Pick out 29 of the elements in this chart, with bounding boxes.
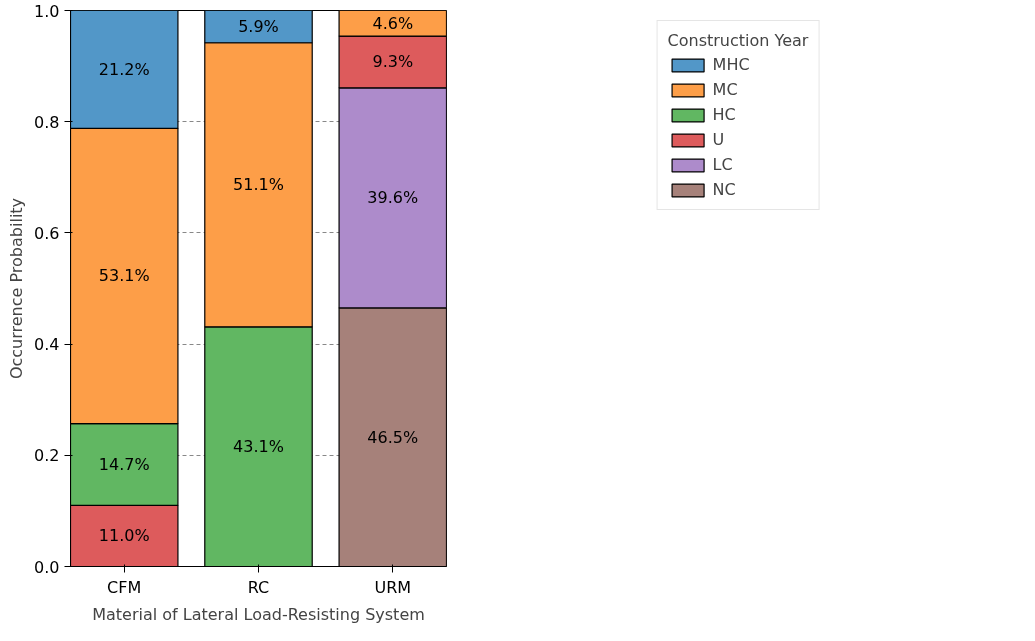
x-axis-title: Material of Lateral Load-Resisting System bbox=[92, 604, 425, 624]
data-label: 9.3% bbox=[372, 52, 414, 72]
legend-label: HC bbox=[712, 105, 736, 124]
data-label: 14.7% bbox=[98, 454, 150, 474]
data-label: 4.6% bbox=[372, 13, 414, 33]
x-tick-label: RC bbox=[247, 577, 270, 597]
legend-label: MC bbox=[712, 80, 738, 99]
y-tick-label: 0.6 bbox=[34, 223, 60, 243]
data-label: 46.5% bbox=[367, 427, 419, 447]
y-tick-label: 0.4 bbox=[34, 335, 60, 355]
legend-label: U bbox=[712, 130, 726, 149]
legend-label: LC bbox=[712, 155, 733, 174]
data-label: 51.1% bbox=[233, 175, 284, 195]
data-label: 39.6% bbox=[367, 188, 419, 208]
data-label: 43.1% bbox=[233, 437, 284, 457]
y-tick-label: 0.2 bbox=[34, 446, 60, 466]
x-tick-label: URM bbox=[374, 577, 412, 597]
legend-title: Construction Year bbox=[667, 31, 809, 50]
data-label: 21.2% bbox=[98, 59, 150, 79]
y-tick-label: 0.8 bbox=[34, 112, 60, 132]
legend-label: NC bbox=[712, 180, 736, 199]
legend-label: MHC bbox=[712, 55, 750, 74]
data-label: 5.9% bbox=[238, 16, 279, 36]
y-tick-label: 0.0 bbox=[34, 557, 60, 577]
data-label: 11.0% bbox=[98, 526, 150, 546]
x-tick-label: CFM bbox=[107, 577, 142, 597]
data-label: 53.1% bbox=[98, 266, 150, 286]
y-tick-label: 1.0 bbox=[34, 1, 60, 21]
y-axis-title: Occurrence Probability bbox=[7, 197, 27, 380]
